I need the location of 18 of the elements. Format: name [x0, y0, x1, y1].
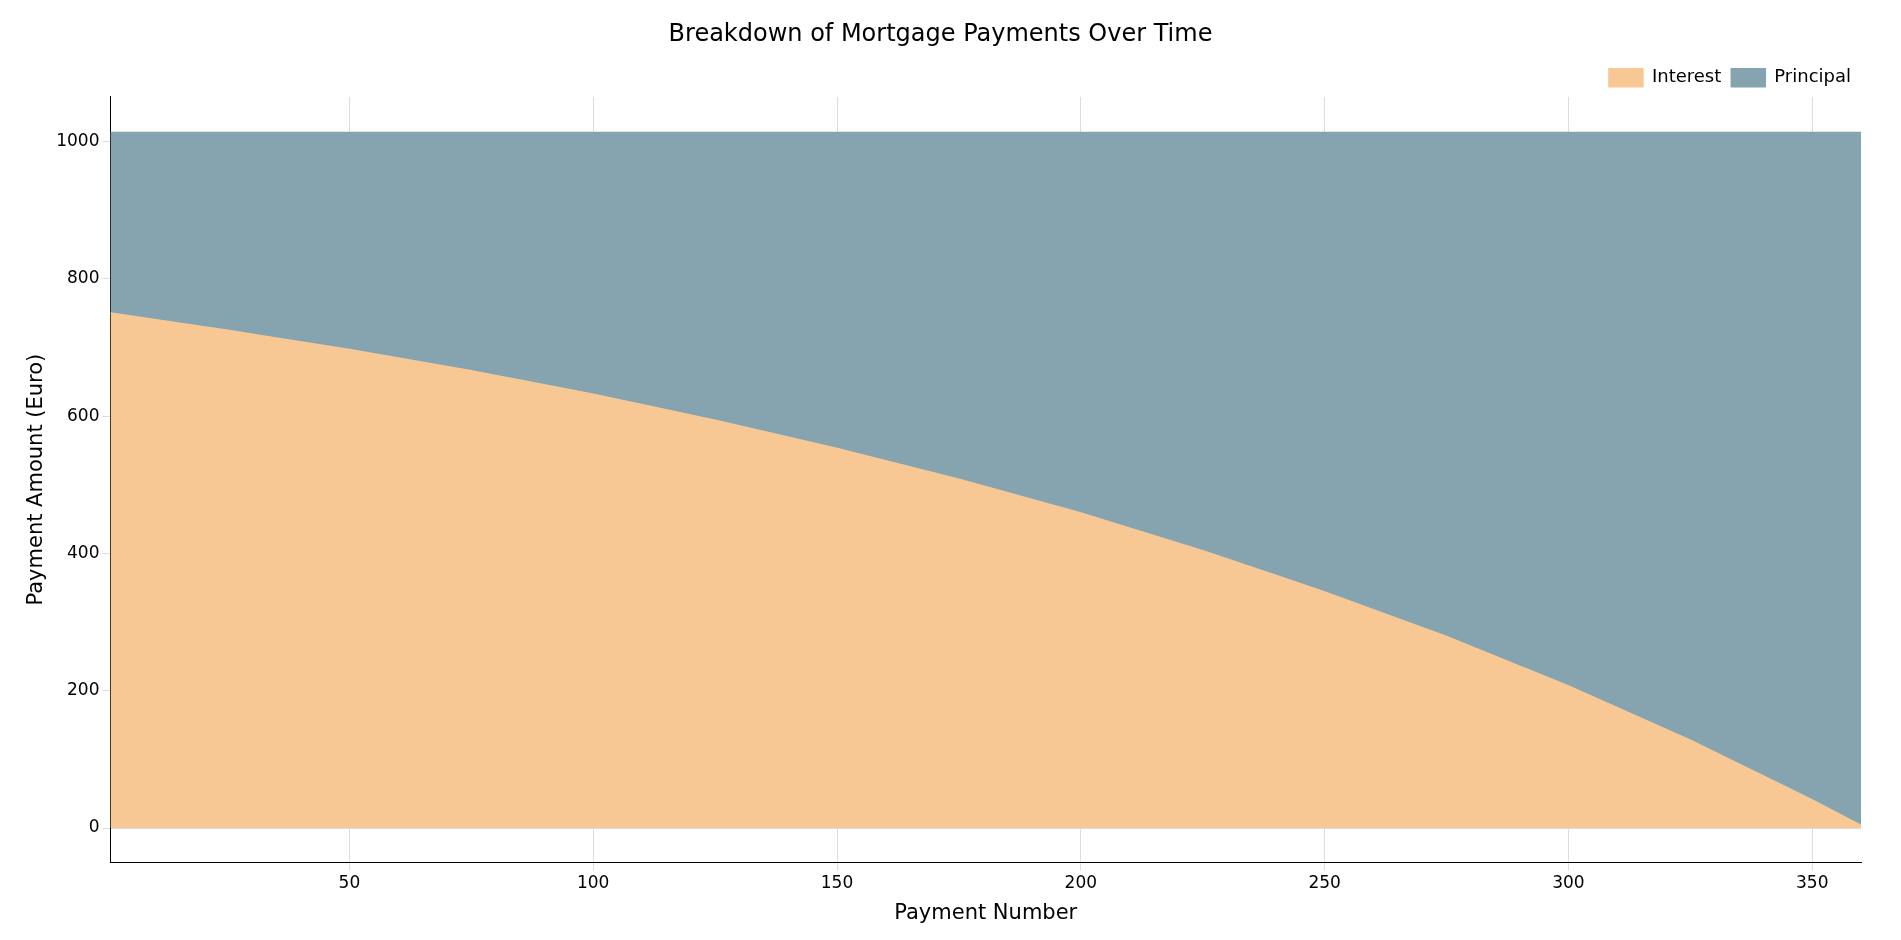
x-tick-label: 150 [820, 872, 854, 893]
x-tick-label: 100 [576, 872, 610, 893]
x-tick-label: 200 [1064, 872, 1098, 893]
y-tick-label: 1000 [56, 129, 100, 150]
chart-title: Breakdown of Mortgage Payments Over Time [668, 18, 1213, 47]
x-tick-label: 250 [1308, 872, 1341, 893]
y-tick-label: 800 [67, 267, 100, 288]
legend-label: Principal [1774, 65, 1851, 87]
y-tick-label: 400 [67, 541, 100, 562]
y-tick-label: 0 [88, 816, 100, 837]
y-tick-label: 200 [67, 679, 100, 700]
x-tick-label: 300 [1552, 872, 1585, 893]
y-tick-label: 600 [67, 404, 100, 425]
legend-label: Interest [1651, 65, 1722, 87]
x-tick-label: 350 [1796, 872, 1829, 893]
y-axis-title: Payment Amount (Euro) [23, 353, 48, 606]
x-tick-label: 50 [338, 872, 361, 893]
x-axis-title: Payment Number [894, 899, 1078, 924]
